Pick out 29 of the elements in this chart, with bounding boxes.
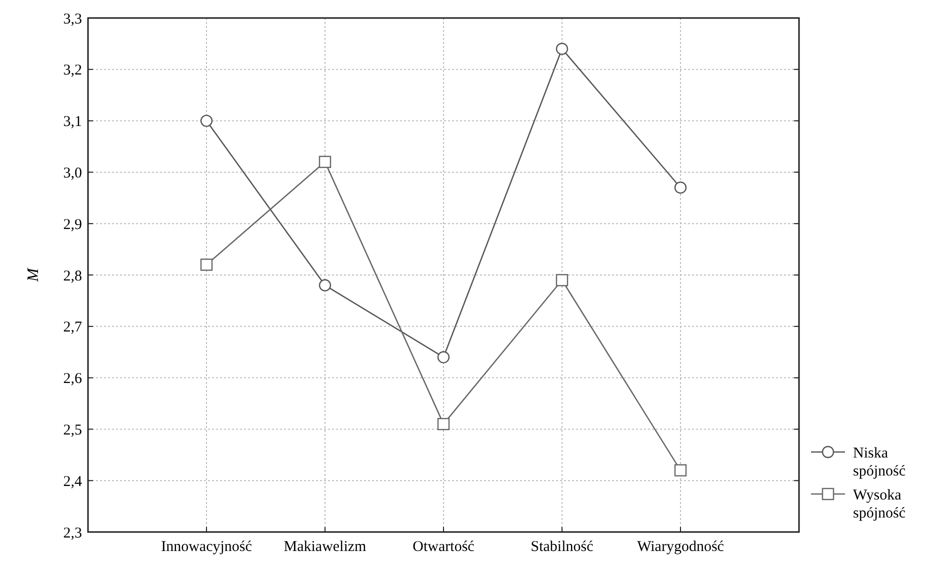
x-tick-label: Stabilność xyxy=(530,539,594,555)
point xyxy=(674,182,687,194)
point xyxy=(200,258,213,271)
x-tick-label: Innowacyjność xyxy=(161,539,252,555)
point xyxy=(437,351,450,364)
y-tick-label: 2,7 xyxy=(63,320,82,336)
legend-label: Niska spójność xyxy=(853,445,906,480)
point xyxy=(674,464,687,476)
y-tick-label: 2,4 xyxy=(63,474,82,490)
point xyxy=(318,279,332,292)
x-tick-label: Wiarygodność xyxy=(637,539,724,555)
y-axis-title: M xyxy=(25,266,42,283)
y-tick-label: 2,3 xyxy=(63,525,82,542)
y-tick-label: 3,3 xyxy=(63,11,82,28)
legend-label: Wysoka spójność xyxy=(853,487,906,522)
y-tick-label: 2,8 xyxy=(63,268,82,284)
x-tick-label: Otwartość xyxy=(412,539,475,555)
x-tick-label: Makiawelizm xyxy=(284,539,367,555)
point xyxy=(556,42,568,55)
y-tick-label: 3,0 xyxy=(63,165,82,182)
y-tick-label: 3,2 xyxy=(63,62,82,79)
y-tick-label: 2,9 xyxy=(63,216,82,233)
y-tick-label: 3,1 xyxy=(63,114,82,130)
point xyxy=(437,418,450,430)
point xyxy=(556,274,568,286)
point xyxy=(200,114,213,127)
y-tick-label: 2,5 xyxy=(63,422,82,438)
y-tick-label: 2,6 xyxy=(63,371,82,388)
point xyxy=(318,156,332,168)
